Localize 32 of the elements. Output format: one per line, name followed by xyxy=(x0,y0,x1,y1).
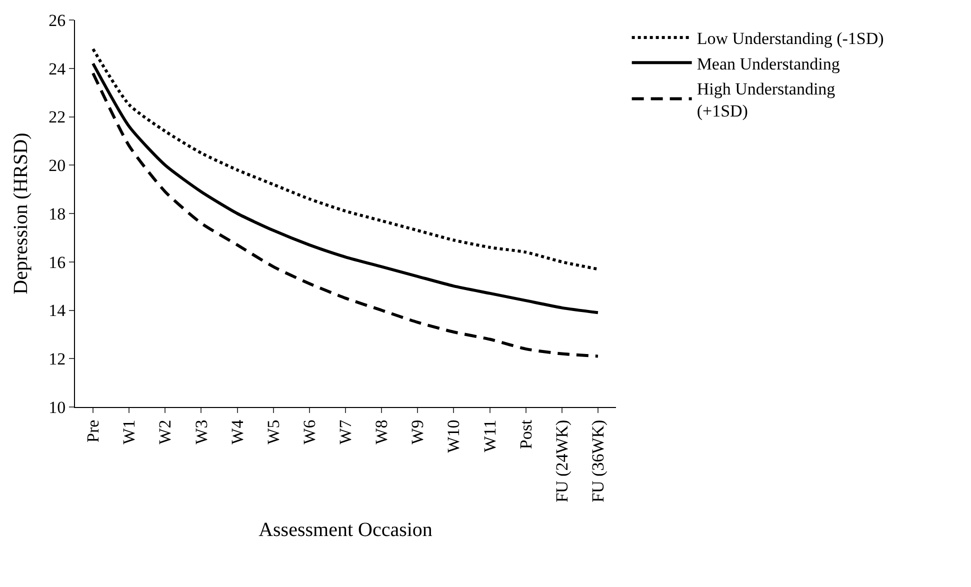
x-tick-label: W6 xyxy=(300,420,319,444)
x-tick-label: W8 xyxy=(372,420,392,444)
line-series xyxy=(92,48,600,271)
y-tick-label: 22 xyxy=(48,108,66,127)
y-axis-title: Depression (HRSD) xyxy=(10,132,32,294)
x-tick-label: W9 xyxy=(408,420,428,444)
y-tick-label: 12 xyxy=(48,350,66,369)
y-tick-label: 10 xyxy=(48,398,66,417)
x-tick-label: FU (24WK) xyxy=(552,420,572,502)
x-tick-label: W3 xyxy=(192,420,211,444)
line-series xyxy=(92,72,600,358)
x-tick-label: W1 xyxy=(120,420,139,444)
legend-label: Low Understanding (-1SD) xyxy=(696,29,884,48)
y-tick-label: 16 xyxy=(48,252,66,272)
y-tick-label: 18 xyxy=(48,204,66,224)
x-tick-label: Pre xyxy=(84,420,103,442)
x-tick-label: W2 xyxy=(156,420,175,444)
line-series xyxy=(92,62,600,314)
y-tick-label: 24 xyxy=(48,59,66,78)
x-tick-label: W5 xyxy=(264,420,283,444)
x-tick-label: W10 xyxy=(444,420,464,453)
x-tick-label: W11 xyxy=(480,420,500,452)
x-tick-label: FU (36WK) xyxy=(588,420,608,502)
x-tick-label: W4 xyxy=(228,419,247,444)
y-tick-label: 26 xyxy=(48,10,66,30)
legend-label: High Understanding (+1SD) xyxy=(696,79,836,120)
y-tick-label: 14 xyxy=(48,301,66,320)
legend-label: Mean Understanding xyxy=(696,54,840,74)
x-tick-label: W7 xyxy=(336,419,356,444)
x-axis-title: Assessment Occasion xyxy=(258,518,432,541)
x-tick-label: Post xyxy=(516,420,536,450)
y-tick-label: 20 xyxy=(48,156,66,176)
